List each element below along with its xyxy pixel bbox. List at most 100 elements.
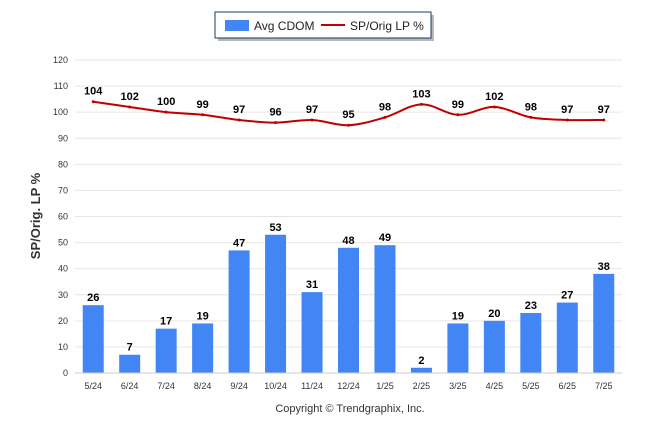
line-data-label: 95 [342,109,354,121]
y-tick-label: 70 [58,185,68,195]
x-tick-label: 8/24 [194,381,212,391]
y-tick-label: 90 [58,133,68,143]
y-tick-label: 50 [58,238,68,248]
line-point [201,113,205,117]
line-point [529,115,533,119]
y-tick-label: 100 [53,107,68,117]
x-tick-label: 10/24 [264,381,287,391]
y-tick-label: 110 [54,81,68,91]
line-labels: 104 102 100 99 97 96 97 95 98 103 99 102 98 97 97 [84,86,610,127]
bar [119,354,141,373]
y-tick-label: 10 [58,342,68,352]
line-data-label: 102 [121,91,139,103]
bar [338,247,359,373]
x-tick-label: 3/25 [449,381,467,391]
x-axis: 5/24 6/24 7/24 8/24 9/24 10/24 11/24 12/24 1/25 2… [75,372,622,391]
line-point [164,110,168,114]
y-tick-label: 80 [58,159,68,169]
bar [556,302,578,373]
y-axis: 0 10 20 30 40 50 60 70 80 90 100 110 120 [53,55,68,378]
y-tick-label: 120 [53,55,68,65]
y-tick-label: 20 [58,316,68,326]
bar-data-label: 2 [418,355,424,367]
line-point [602,118,606,122]
bar [410,367,432,373]
x-tick-label: 7/24 [157,381,175,391]
bar-data-label: 23 [525,300,537,312]
bar-data-label: 26 [87,292,99,304]
legend-swatch-bar [225,20,249,31]
line-data-label: 102 [485,91,503,103]
y-tick-label: 60 [58,212,68,222]
x-tick-label: 12/24 [337,381,360,391]
x-tick-label: 6/25 [559,381,577,391]
y-tick-label: 0 [63,368,68,378]
line-point [237,118,241,122]
bar-series [82,234,615,373]
y-tick-label: 30 [58,290,68,300]
x-tick-label: 6/24 [121,381,139,391]
line-data-label: 100 [157,96,175,108]
line-point [274,121,278,125]
bar-data-label: 38 [598,261,610,273]
bar-data-label: 27 [561,290,573,302]
x-tick-label: 9/24 [230,381,248,391]
bar-data-label: 48 [342,235,354,247]
bar-data-label: 31 [306,279,318,291]
copyright-text: Copyright © Trendgraphix, Inc. [275,403,424,415]
bar-data-label: 53 [269,222,281,234]
x-tick-label: 2/25 [413,381,431,391]
bar-data-label: 49 [379,232,391,244]
bar-data-label: 17 [160,316,172,328]
bar [265,234,287,373]
bar [593,273,615,373]
x-tick-label: 4/25 [486,381,504,391]
bar [447,323,469,373]
line-point [347,123,350,127]
legend: Avg CDOM SP/Orig LP % [214,11,434,41]
bar-data-label: 20 [488,308,500,320]
x-tick-label: 5/24 [84,381,102,391]
bar [301,292,323,373]
bar [483,320,505,373]
line-point [419,102,423,106]
line-data-label: 97 [233,104,245,116]
line-point [492,105,496,109]
bar-data-label: 19 [197,310,209,322]
line-data-label: 99 [452,99,464,111]
legend-label-line: SP/Orig LP % [350,19,424,33]
bar [520,313,542,373]
x-tick-label: 1/25 [376,381,394,391]
bar [228,250,250,373]
line-data-label: 103 [412,88,430,100]
x-tick-label: 7/25 [595,381,613,391]
bar-data-label: 47 [233,237,245,249]
bar-labels: 26 7 17 19 47 53 31 48 49 2 19 20 23 27 38 [87,222,610,367]
line-data-label: 104 [84,86,103,98]
line-data-label: 97 [306,104,318,116]
y-axis-label: SP/Orig. LP % [28,172,43,259]
bar [192,323,214,373]
line-data-label: 98 [525,101,537,113]
line-point [456,113,460,117]
bar [374,245,396,373]
x-tick-label: 11/24 [301,381,323,391]
bar-data-label: 19 [452,310,464,322]
bar [82,305,104,373]
line-point [91,100,95,104]
line-data-label: 97 [598,104,610,116]
x-tick-label: 5/25 [522,381,540,391]
legend-label-bar: Avg CDOM [254,19,314,33]
line-point [310,118,314,122]
line-point [565,118,569,122]
bar [155,328,177,373]
bar-data-label: 7 [127,342,133,354]
line-data-label: 98 [379,101,391,113]
line-point [383,115,387,119]
line-data-label: 99 [197,99,209,111]
line-data-label: 96 [269,107,281,119]
line-data-label: 97 [561,104,573,116]
y-tick-label: 40 [58,264,68,274]
line-point [128,105,132,109]
